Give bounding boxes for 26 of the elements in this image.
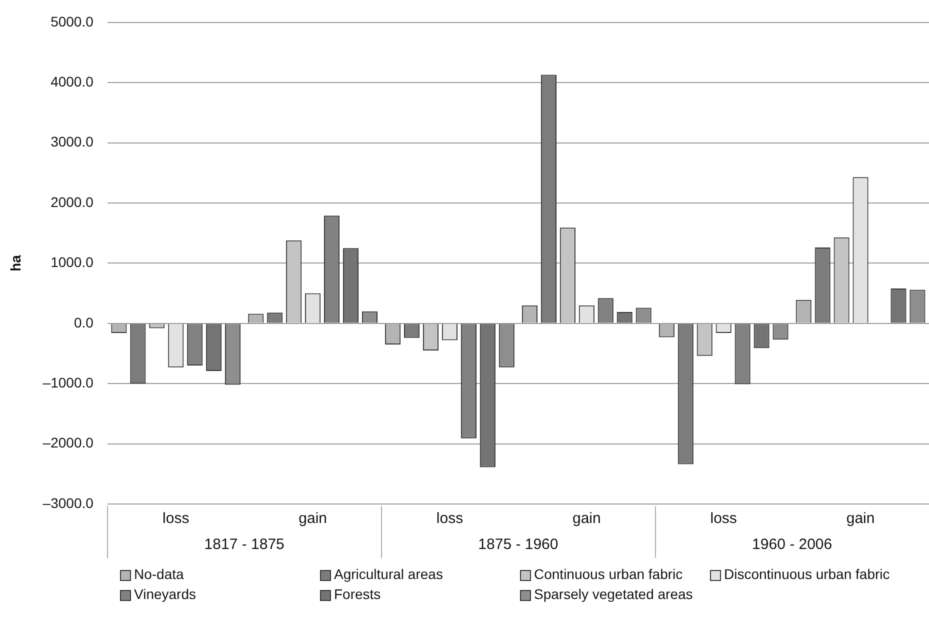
legend-label: Discontinuous urban fabric bbox=[723, 566, 891, 582]
y-tick-label: –2000.0 bbox=[42, 434, 94, 451]
x-tick-label: gain bbox=[846, 510, 875, 528]
legend-label: No-data bbox=[133, 566, 185, 582]
legend-label: Sparsely vegetated areas bbox=[533, 586, 694, 602]
y-tick-label: –3000.0 bbox=[42, 494, 94, 511]
y-tick-label: 2000.0 bbox=[50, 194, 94, 210]
text: 1960 - 2006 bbox=[752, 536, 832, 554]
y-tick-label: 1000.0 bbox=[50, 254, 94, 270]
y-tick-label: 3000.0 bbox=[50, 134, 94, 150]
legend-label: Agricultural areas bbox=[333, 566, 444, 582]
y-tick-label: 4000.0 bbox=[50, 73, 94, 90]
legend-label: Forests bbox=[333, 586, 382, 602]
x-tick-label: loss bbox=[162, 510, 190, 528]
y-tick-label: 0.0 bbox=[74, 314, 94, 330]
text: 1817 - 1875 bbox=[204, 536, 284, 554]
text: 1875 - 1960 bbox=[478, 536, 558, 554]
y-axis-title: ha bbox=[7, 254, 24, 272]
x-tick-label: gain bbox=[572, 510, 601, 528]
x-tick-label: gain bbox=[298, 510, 327, 528]
legend-label: Vineyards bbox=[133, 586, 198, 602]
y-tick-label: –1000.0 bbox=[42, 374, 94, 390]
x-tick-label: loss bbox=[710, 510, 737, 528]
y-tick-label: 5000.0 bbox=[50, 13, 94, 30]
legend-label: Continuous urban fabric bbox=[533, 566, 684, 582]
x-tick-label: loss bbox=[436, 510, 464, 528]
